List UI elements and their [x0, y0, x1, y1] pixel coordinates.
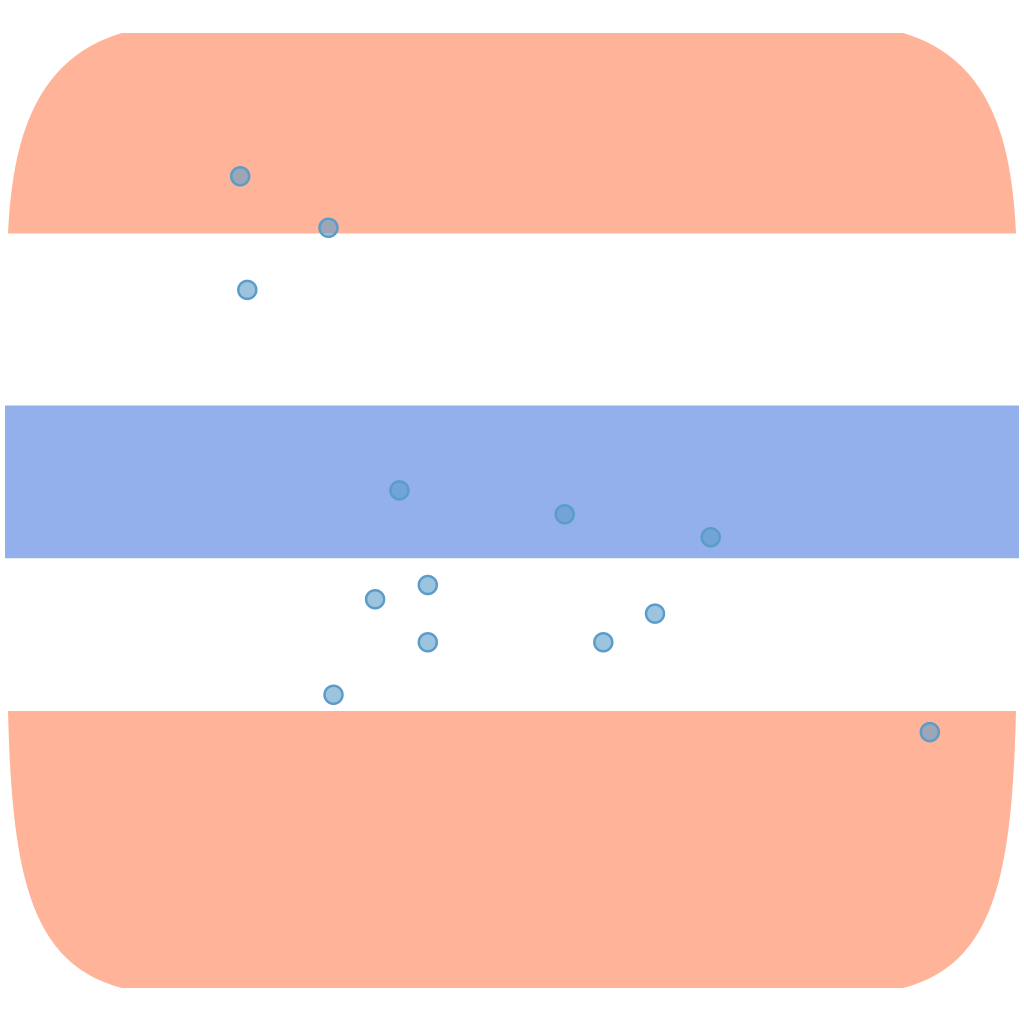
- data-point: [417, 574, 439, 596]
- data-point: [237, 279, 258, 301]
- data-point: [554, 504, 575, 525]
- points-layer: [229, 166, 941, 743]
- bands-layer: [5, 33, 1019, 988]
- data-point: [593, 632, 614, 653]
- data-point: [323, 684, 344, 706]
- data-point: [318, 217, 339, 239]
- band-1: [5, 405, 1019, 559]
- data-point: [364, 589, 386, 610]
- data-point: [229, 166, 251, 187]
- data-point: [644, 603, 666, 624]
- data-point: [919, 721, 941, 743]
- data-point: [700, 526, 721, 548]
- data-point: [417, 632, 439, 653]
- data-point: [389, 480, 410, 501]
- band-0: [8, 33, 1016, 234]
- band-2: [8, 711, 1016, 988]
